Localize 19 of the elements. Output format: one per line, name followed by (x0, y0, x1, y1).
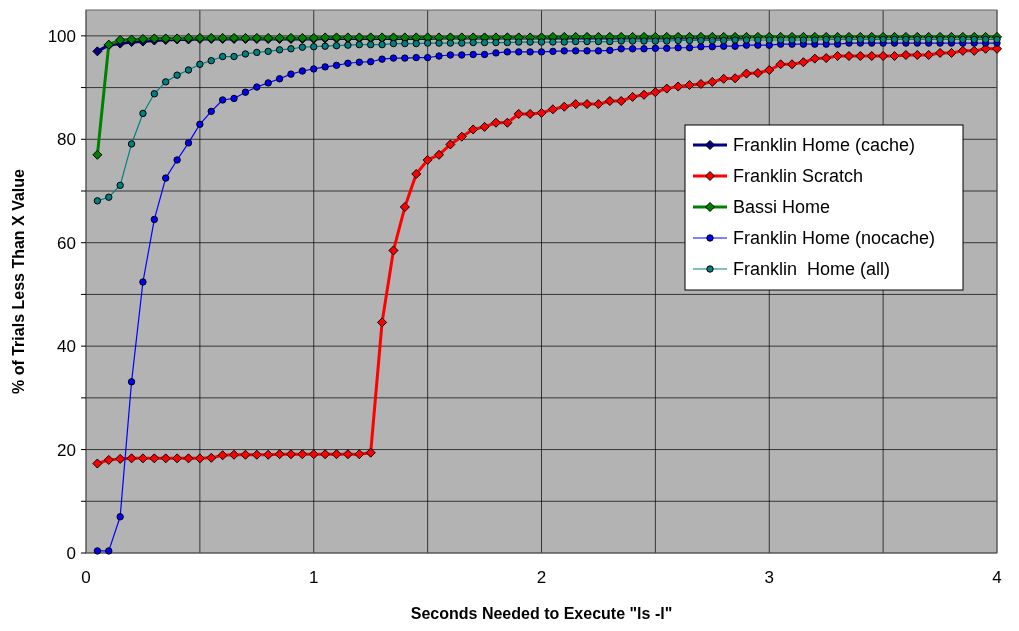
y-tick-label: 20 (57, 440, 76, 460)
x-tick-label: 1 (309, 568, 319, 587)
y-tick-label: 40 (57, 337, 76, 357)
y-tick-label: 0 (66, 543, 76, 563)
legend-label: Franklin Home (cache) (733, 135, 916, 156)
y-tick-label: 60 (57, 233, 76, 253)
x-tick-label: 3 (764, 568, 774, 587)
legend-label: Bassi Home (733, 197, 831, 218)
legend-label: Franklin Scratch (733, 166, 864, 187)
y-axis-title: % of Trials Less Than X Value (10, 168, 27, 394)
y-tick-label: 80 (57, 130, 76, 150)
x-axis-title: Seconds Needed to Execute "ls -l" (410, 605, 673, 622)
point (92, 46, 103, 57)
x-tick-label: 2 (536, 568, 547, 587)
legend-label: Franklin Home (nocache) (733, 228, 936, 249)
x-tick-label: 0 (81, 568, 91, 587)
x-tick-label: 4 (992, 568, 1002, 587)
legend-label: Franklin Home (all) (733, 259, 891, 280)
y-tick-label: 100 (47, 26, 76, 46)
